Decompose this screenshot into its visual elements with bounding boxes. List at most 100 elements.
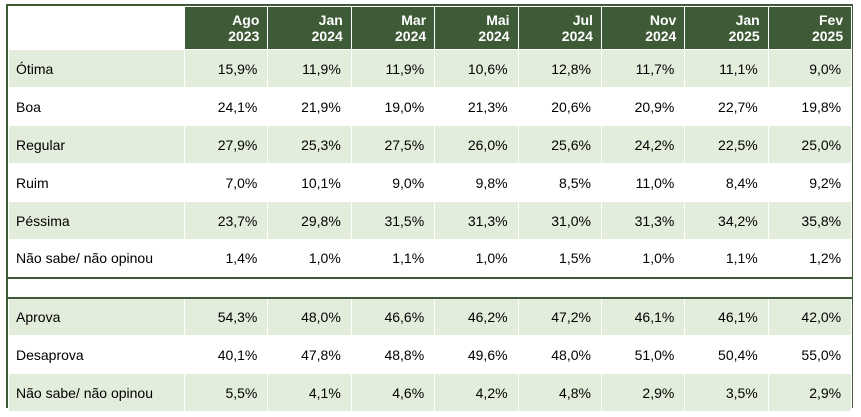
poll-results-table: Ago 2023 Jan 2024 Mar 2024 Mai 2024 Jul 2024 Nov 20… — [7, 6, 853, 412]
period-month: Jan — [735, 12, 760, 28]
value-cell: 8,4% — [684, 163, 769, 202]
table-row: Péssima 23,7% 29,8% 31,5% 31,3% 31,0% 31,3% 34,… — [8, 201, 853, 240]
value-cell: 1,0% — [267, 239, 352, 278]
period-year: 2025 — [811, 28, 844, 44]
value-cell: 4,6% — [350, 373, 436, 412]
row-label: Boa — [8, 87, 185, 126]
value-cell: 25,0% — [767, 125, 853, 164]
value-cell: 49,6% — [434, 335, 519, 374]
value-cell: 10,1% — [267, 163, 352, 202]
period-header: Ago 2023 — [183, 6, 269, 50]
section-divider-cell — [7, 276, 853, 299]
value-cell: 9,0% — [767, 49, 853, 88]
value-cell: 31,3% — [434, 201, 519, 240]
row-label: Não sabe/ não opinou — [8, 373, 185, 412]
period-year: 2024 — [645, 28, 677, 44]
row-label: Não sabe/ não opinou — [8, 239, 185, 278]
value-cell: 40,1% — [183, 335, 269, 374]
period-month: Fev — [819, 12, 844, 28]
table-row: Ruim 7,0% 10,1% 9,0% 9,8% 8,5% 11,0% 8,4% 9,2% — [8, 163, 853, 202]
row-label: Ruim — [8, 163, 185, 202]
table-row: Não sabe/ não opinou 1,4% 1,0% 1,1% 1,0% 1,5%… — [8, 239, 853, 278]
period-header: Jan 2024 — [267, 6, 352, 50]
value-cell: 1,0% — [600, 239, 686, 278]
value-cell: 25,6% — [517, 125, 602, 164]
value-cell: 19,0% — [350, 87, 436, 126]
table-row: Ótima 15,9% 11,9% 11,9% 10,6% 12,8% 11,7% 11,1%… — [8, 49, 853, 88]
row-label: Aprova — [8, 297, 185, 336]
value-cell: 25,3% — [267, 125, 352, 164]
value-cell: 46,2% — [434, 297, 519, 336]
value-cell: 46,1% — [600, 297, 686, 336]
row-label: Péssima — [8, 201, 185, 240]
period-year: 2024 — [478, 28, 510, 44]
table-row: Desaprova 40,1% 47,8% 48,8% 49,6% 48,0% 51,0% 5… — [8, 335, 853, 374]
value-cell: 31,0% — [517, 201, 602, 240]
period-header: Mai 2024 — [434, 6, 519, 50]
value-cell: 1,2% — [767, 239, 853, 278]
value-cell: 26,0% — [434, 125, 519, 164]
period-month: Mai — [486, 12, 510, 28]
value-cell: 31,5% — [350, 201, 436, 240]
value-cell: 11,1% — [684, 49, 769, 88]
value-cell: 1,5% — [517, 239, 602, 278]
period-year: 2024 — [311, 28, 343, 44]
header-row: Ago 2023 Jan 2024 Mar 2024 Mai 2024 Jul 2024 Nov 20… — [8, 6, 853, 50]
value-cell: 1,4% — [183, 239, 269, 278]
table-body: Ótima 15,9% 11,9% 11,9% 10,6% 12,8% 11,7% 11,1%… — [7, 49, 853, 412]
value-cell: 20,9% — [600, 87, 686, 126]
value-cell: 46,1% — [684, 297, 769, 336]
period-header: Jan 2025 — [684, 6, 769, 50]
value-cell: 46,6% — [350, 297, 436, 336]
value-cell: 11,0% — [600, 163, 686, 202]
value-cell: 19,8% — [767, 87, 853, 126]
value-cell: 4,8% — [517, 373, 602, 412]
period-month: Mar — [401, 12, 427, 28]
table-row: Regular 27,9% 25,3% 27,5% 26,0% 25,6% 24,2% 22,… — [8, 125, 853, 164]
value-cell: 35,8% — [767, 201, 853, 240]
table-row: Não sabe/ não opinou 5,5% 4,1% 4,6% 4,2% 4,8%… — [8, 373, 853, 412]
value-cell: 1,1% — [350, 239, 436, 278]
value-cell: 27,9% — [183, 125, 269, 164]
value-cell: 7,0% — [183, 163, 269, 202]
row-label: Regular — [8, 125, 185, 164]
value-cell: 3,5% — [684, 373, 769, 412]
value-cell: 47,2% — [517, 297, 602, 336]
table-row: Boa 24,1% 21,9% 19,0% 21,3% 20,6% 20,9% 22,7% 19… — [8, 87, 853, 126]
value-cell: 12,8% — [517, 49, 602, 88]
value-cell: 48,8% — [350, 335, 436, 374]
value-cell: 2,9% — [600, 373, 686, 412]
value-cell: 24,1% — [183, 87, 269, 126]
value-cell: 23,7% — [183, 201, 269, 240]
value-cell: 8,5% — [517, 163, 602, 202]
period-year: 2023 — [228, 28, 260, 44]
period-year: 2024 — [395, 28, 427, 44]
header-corner-cell — [8, 6, 185, 50]
value-cell: 21,3% — [434, 87, 519, 126]
value-cell: 24,2% — [600, 125, 686, 164]
value-cell: 11,9% — [350, 49, 436, 88]
value-cell: 47,8% — [267, 335, 352, 374]
period-month: Jul — [572, 12, 593, 28]
value-cell: 22,5% — [684, 125, 769, 164]
value-cell: 55,0% — [767, 335, 853, 374]
value-cell: 42,0% — [767, 297, 853, 336]
value-cell: 51,0% — [600, 335, 686, 374]
period-year: 2024 — [561, 28, 593, 44]
table-row: Aprova 54,3% 48,0% 46,6% 46,2% 47,2% 46,1% 46,1… — [8, 297, 853, 336]
row-label: Ótima — [8, 49, 185, 88]
period-month: Jan — [318, 12, 343, 28]
poll-table-frame: Ago 2023 Jan 2024 Mar 2024 Mai 2024 Jul 2024 Nov 20… — [6, 4, 853, 412]
period-month: Ago — [232, 12, 260, 28]
row-label: Desaprova — [8, 335, 185, 374]
value-cell: 29,8% — [267, 201, 352, 240]
value-cell: 1,0% — [434, 239, 519, 278]
value-cell: 50,4% — [684, 335, 769, 374]
value-cell: 31,3% — [600, 201, 686, 240]
period-header: Fev 2025 — [767, 6, 853, 50]
period-month: Nov — [649, 12, 677, 28]
value-cell: 1,1% — [684, 239, 769, 278]
value-cell: 2,9% — [767, 373, 853, 412]
period-header: Mar 2024 — [350, 6, 436, 50]
period-year: 2025 — [728, 28, 760, 44]
